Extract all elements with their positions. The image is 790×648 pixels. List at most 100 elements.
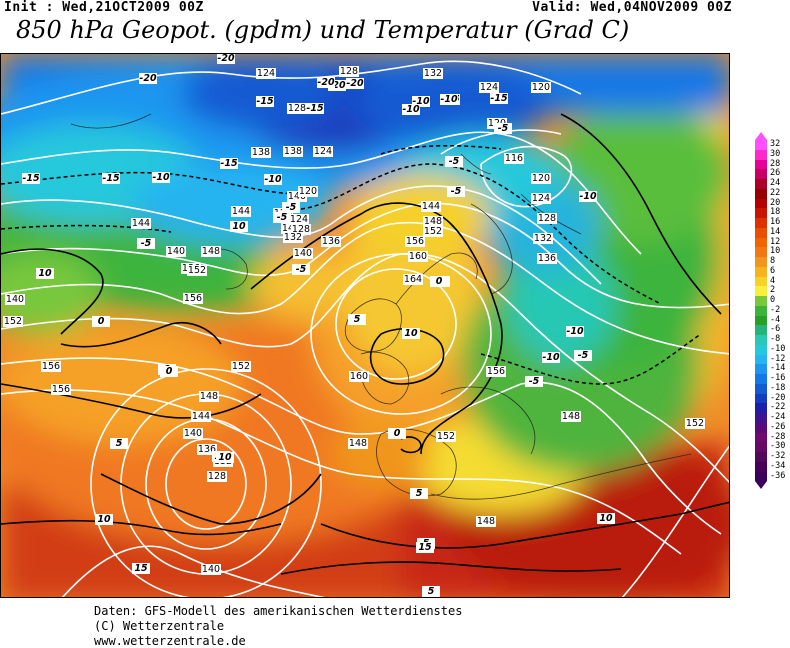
geopotential-label: 128 (538, 213, 556, 224)
temperature-label-box (402, 328, 420, 339)
geopotential-label-box (131, 218, 151, 229)
geopotential-label: 148 (202, 246, 220, 257)
temperature-label-box (597, 513, 615, 524)
legend-label: 28 (770, 158, 781, 169)
geopotential-label-box (183, 428, 203, 439)
temperature-label: -15 (490, 93, 508, 104)
isotherms-cold (1, 144, 702, 385)
geopotential-label: 152 (232, 361, 250, 372)
geopotential-label-box (313, 146, 333, 157)
geopotential-label: 140 (184, 428, 202, 439)
geopotential-label: 152 (424, 226, 442, 237)
temperature-label: 10 (599, 513, 613, 524)
geopotential-label: 148 (562, 411, 580, 422)
geopotential-label: 128 (340, 66, 358, 77)
geopotential-label-box (287, 103, 307, 114)
legend-label: 4 (770, 275, 776, 286)
temperature-label: 0 (166, 366, 173, 377)
legend-label: 10 (770, 246, 781, 257)
temperature-label-box (490, 93, 508, 104)
geopotential-label: 138 (252, 147, 270, 158)
geopotential-label-box (436, 431, 456, 442)
temperature-label: 5 (354, 314, 361, 325)
legend-label: 0 (770, 295, 776, 305)
legend-label: -34 (770, 460, 786, 471)
geopotential-label: 164 (404, 274, 422, 285)
legend-label: -10 (770, 343, 786, 354)
temperature-label: -20 (139, 73, 157, 84)
temperature-labels: -20-20-15-20-20-20-15-10-15-15-10-15-10-… (22, 54, 615, 597)
temperature-label: 15 (418, 542, 432, 553)
init-time: Init : Wed,21OCT2009 00Z (4, 0, 204, 15)
geopotential-label: 120 (532, 82, 550, 93)
temperature-label-box (256, 96, 274, 107)
geopotential-label-box (405, 236, 425, 247)
temperature-label: -10 (264, 174, 282, 185)
legend-swatch (755, 403, 767, 413)
legend-label: -30 (770, 441, 786, 452)
credit-line-2: (C) Wetterzentrale (94, 619, 225, 633)
geopotential-label: 152 (188, 265, 206, 276)
credit-line-3: www.wetterzentrale.de (94, 634, 246, 648)
geopotential-label-box (537, 253, 557, 264)
geopotential-label: 144 (422, 201, 440, 212)
legend-label: -28 (770, 431, 786, 442)
legend-label: -32 (770, 451, 786, 461)
temperature-label: -20 (328, 80, 346, 91)
geopotential-label-box (41, 361, 61, 372)
temperature-label: -5 (296, 264, 307, 275)
temperature-label-box (410, 488, 428, 499)
geopotential-label-box (5, 294, 25, 305)
geopotential-label-box (421, 201, 441, 212)
temperature-label: -10 (542, 352, 560, 363)
temperature-label: 10 (232, 221, 246, 232)
geopotential-label-box (283, 232, 303, 243)
geopotential-label: 156 (184, 293, 202, 304)
geopotential-label-box (293, 248, 313, 259)
temperature-label-box (430, 276, 448, 287)
temperature-label: -10 (412, 96, 430, 107)
legend-label: 22 (770, 187, 781, 198)
geopotential-label: 160 (350, 371, 368, 382)
geopotential-label-box (289, 214, 309, 225)
geopotential-labels: 1241281321241201201161201241281321361401… (3, 66, 705, 575)
geopotential-label: 124 (480, 82, 498, 93)
legend-label: 14 (770, 226, 781, 237)
geopotential-label: 156 (42, 361, 60, 372)
geopotential-label-box (256, 68, 276, 79)
temperature-label-box (216, 452, 234, 463)
legend-label: -8 (770, 334, 781, 344)
geopotential-label-box (403, 274, 423, 285)
temperature-label: -5 (578, 350, 589, 361)
geopotential-label: 132 (284, 232, 302, 243)
geopotential-label-box (531, 82, 551, 93)
temperature-label-box (292, 264, 310, 275)
temperature-label: 10 (97, 514, 111, 525)
legend-swatch (755, 140, 767, 150)
temperature-label: -10 (402, 104, 420, 115)
geopotential-label-box (533, 233, 553, 244)
legend-label: -26 (770, 421, 786, 432)
legend-swatch (755, 452, 767, 462)
geopotential-label: 140 (6, 294, 24, 305)
valid-time: Valid: Wed,04NOV2009 00Z (532, 0, 732, 15)
legend-swatch (755, 296, 767, 306)
legend-swatch (755, 393, 767, 404)
geopotential-label-box (3, 316, 23, 327)
temperature-label: 0 (98, 316, 105, 327)
geopotential-label-box (537, 213, 557, 224)
legend-swatch (755, 432, 767, 443)
geopotential-label-box (423, 216, 443, 227)
legend-swatch (755, 364, 767, 374)
geopotential-label: 136 (198, 444, 216, 455)
geopotential-label: 152 (437, 431, 455, 442)
geopotential-label: 148 (424, 216, 442, 227)
temperature-label: -10 (566, 326, 584, 337)
geopotential-label: 144 (232, 206, 250, 217)
legend-swatch (755, 237, 767, 248)
temperature-label: -10 (152, 172, 170, 183)
temperature-label-box (317, 77, 335, 88)
temperature-label-box (402, 104, 420, 115)
temperature-label-box (160, 366, 178, 377)
legend-label: -36 (770, 470, 786, 481)
